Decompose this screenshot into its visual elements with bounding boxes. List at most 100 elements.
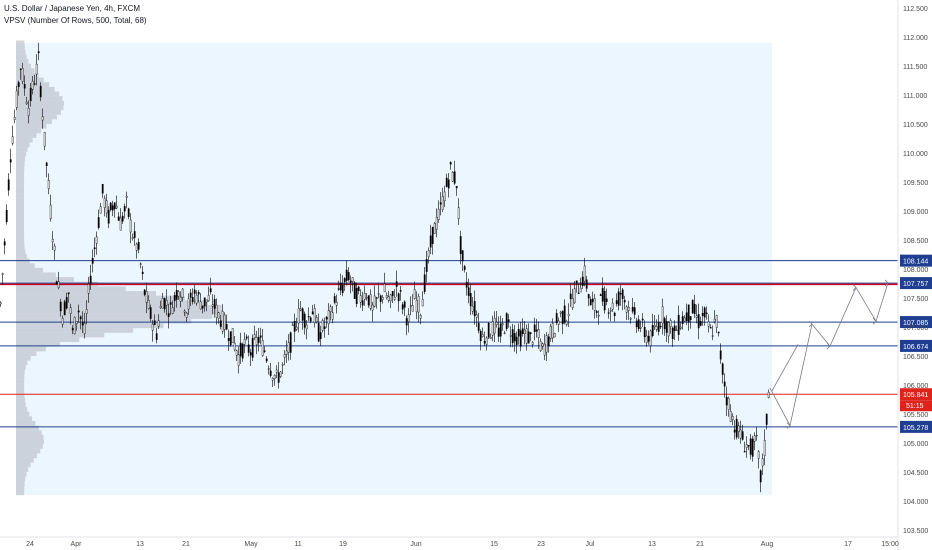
projection-path: [769, 282, 889, 427]
profile-row: [16, 453, 38, 459]
candle-body: [371, 304, 374, 311]
candle-body: [229, 331, 232, 345]
candle-body: [367, 295, 370, 306]
candle-body: [7, 179, 10, 191]
y-tick-label: 112.500: [903, 6, 928, 13]
candle-body: [45, 162, 48, 166]
candle-body: [357, 286, 360, 292]
profile-row: [16, 356, 31, 361]
candle-body: [23, 84, 26, 89]
candle-body: [605, 298, 608, 302]
candle-body: [465, 282, 468, 288]
candle-body: [749, 438, 752, 455]
candle-body: [573, 288, 576, 303]
candle-body: [683, 317, 686, 322]
candle-body: [535, 329, 538, 332]
candle-body: [11, 136, 14, 144]
candle-body: [183, 310, 186, 313]
profile-row: [16, 110, 61, 115]
x-tick-label: 21: [182, 541, 190, 548]
candle-body: [241, 343, 244, 359]
y-tick-label: 103.500: [903, 528, 928, 535]
candle-body: [675, 329, 678, 331]
candle-body: [13, 116, 16, 121]
candle-body: [203, 297, 206, 307]
candle-body: [539, 341, 542, 351]
y-tick-label: 111.500: [903, 64, 927, 71]
candle-body: [29, 87, 32, 102]
candle-body: [649, 330, 652, 346]
candle-body: [729, 411, 732, 422]
candle-body: [441, 196, 444, 210]
profile-row: [16, 277, 74, 282]
profile-row: [16, 235, 25, 240]
candle-body: [269, 370, 272, 376]
candle-body: [153, 320, 156, 325]
candle-body: [395, 281, 398, 287]
candle-body: [251, 337, 254, 358]
profile-row: [16, 114, 57, 120]
candle-body: [125, 195, 128, 198]
candle-body: [551, 323, 554, 339]
candle-body: [219, 320, 222, 327]
candle-body: [83, 323, 86, 334]
candle-body: [411, 305, 414, 312]
candle-body: [69, 307, 72, 314]
candle-body: [487, 323, 490, 338]
candle-body: [499, 323, 502, 337]
level-badge: [900, 339, 932, 352]
candle-body: [419, 315, 422, 319]
candle-body: [217, 312, 220, 319]
y-tick-label: 106.500: [903, 354, 928, 361]
candle-body: [305, 324, 308, 330]
candle-body: [663, 318, 666, 330]
projection-arrows: [769, 279, 889, 429]
candle-body: [163, 298, 166, 310]
profile-row: [16, 379, 25, 384]
candle-body: [461, 250, 464, 262]
candle-body: [151, 324, 154, 331]
candle-body: [323, 326, 326, 329]
profile-row: [16, 300, 208, 305]
candle-body: [55, 281, 58, 285]
candle-body: [437, 208, 440, 221]
candle-body: [157, 320, 160, 327]
candle-body: [287, 342, 290, 353]
candle-body: [497, 327, 500, 337]
candle-body: [359, 295, 362, 303]
candle-body: [457, 207, 460, 219]
profile-row: [16, 105, 64, 111]
candle-body: [569, 293, 572, 300]
candle-body: [355, 288, 358, 304]
x-tick-label: 13: [648, 541, 656, 548]
candle-body: [699, 321, 702, 326]
candle-body: [41, 116, 44, 121]
candle-body: [455, 185, 458, 189]
arrow-head-icon: [884, 279, 889, 287]
candle-body: [593, 298, 596, 311]
candle-body: [61, 318, 64, 325]
candle-body: [79, 316, 82, 320]
candle-body: [627, 307, 630, 311]
candle-body: [703, 307, 706, 318]
y-tick-label: 110.500: [903, 122, 928, 129]
candle-body: [265, 358, 268, 362]
candle-body: [715, 315, 718, 328]
profile-row: [16, 332, 105, 338]
candle-body: [107, 209, 110, 224]
candle-body: [187, 298, 190, 310]
arrow-head-icon: [808, 320, 813, 328]
candle-body: [447, 179, 450, 189]
profile-row: [16, 49, 26, 55]
candle-body: [259, 335, 262, 338]
candle-body: [317, 323, 320, 342]
volume-profile-area: [16, 42, 772, 496]
profile-row: [16, 230, 25, 236]
candle-body: [27, 108, 30, 116]
candle-body: [701, 313, 704, 317]
candle-body: [637, 319, 640, 329]
candle-body: [475, 314, 478, 318]
candle-body: [173, 295, 176, 301]
candle-body: [417, 296, 420, 313]
